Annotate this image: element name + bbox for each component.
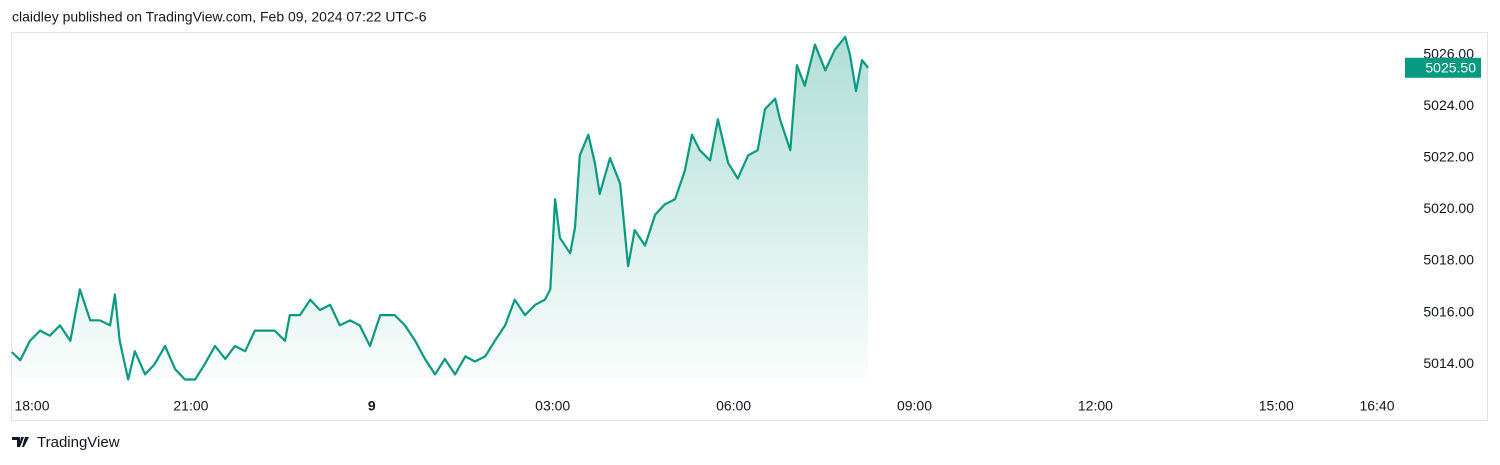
price-tag-box bbox=[1405, 57, 1481, 78]
y-tick-label: 5024.00 bbox=[1423, 97, 1474, 113]
area-fill bbox=[11, 36, 869, 380]
brand: TradingView bbox=[12, 434, 120, 451]
x-tick-label: 06:00 bbox=[716, 398, 751, 414]
x-tick-label: 03:00 bbox=[535, 398, 570, 414]
price-tag-label: 5025.50 bbox=[1425, 59, 1476, 75]
header: claidley published on TradingView.com, F… bbox=[12, 9, 427, 25]
y-tick-label: 5018.00 bbox=[1423, 252, 1474, 268]
y-tick-label: 5016.00 bbox=[1423, 303, 1474, 319]
price-line bbox=[11, 35, 869, 381]
y-tick-label: 5020.00 bbox=[1423, 200, 1474, 216]
x-tick-label: 15:00 bbox=[1259, 398, 1294, 414]
x-tick-label: 9 bbox=[368, 398, 376, 414]
y-tick-label: 5014.00 bbox=[1423, 355, 1474, 371]
brand-logo bbox=[12, 437, 29, 447]
y-tick-label: 5026.00 bbox=[1423, 46, 1474, 62]
chart-frame bbox=[11, 32, 1488, 421]
y-tick-label: 5022.00 bbox=[1423, 149, 1474, 165]
x-tick-label: 09:00 bbox=[897, 398, 932, 414]
x-tick-label: 12:00 bbox=[1078, 398, 1113, 414]
x-tick-label: 21:00 bbox=[173, 398, 208, 414]
brand-name: TradingView bbox=[37, 434, 120, 451]
price-tag: 5025.50 bbox=[1405, 57, 1481, 78]
x-tick-label: 16:40 bbox=[1359, 398, 1394, 414]
x-tick-label: 18:00 bbox=[14, 398, 49, 414]
